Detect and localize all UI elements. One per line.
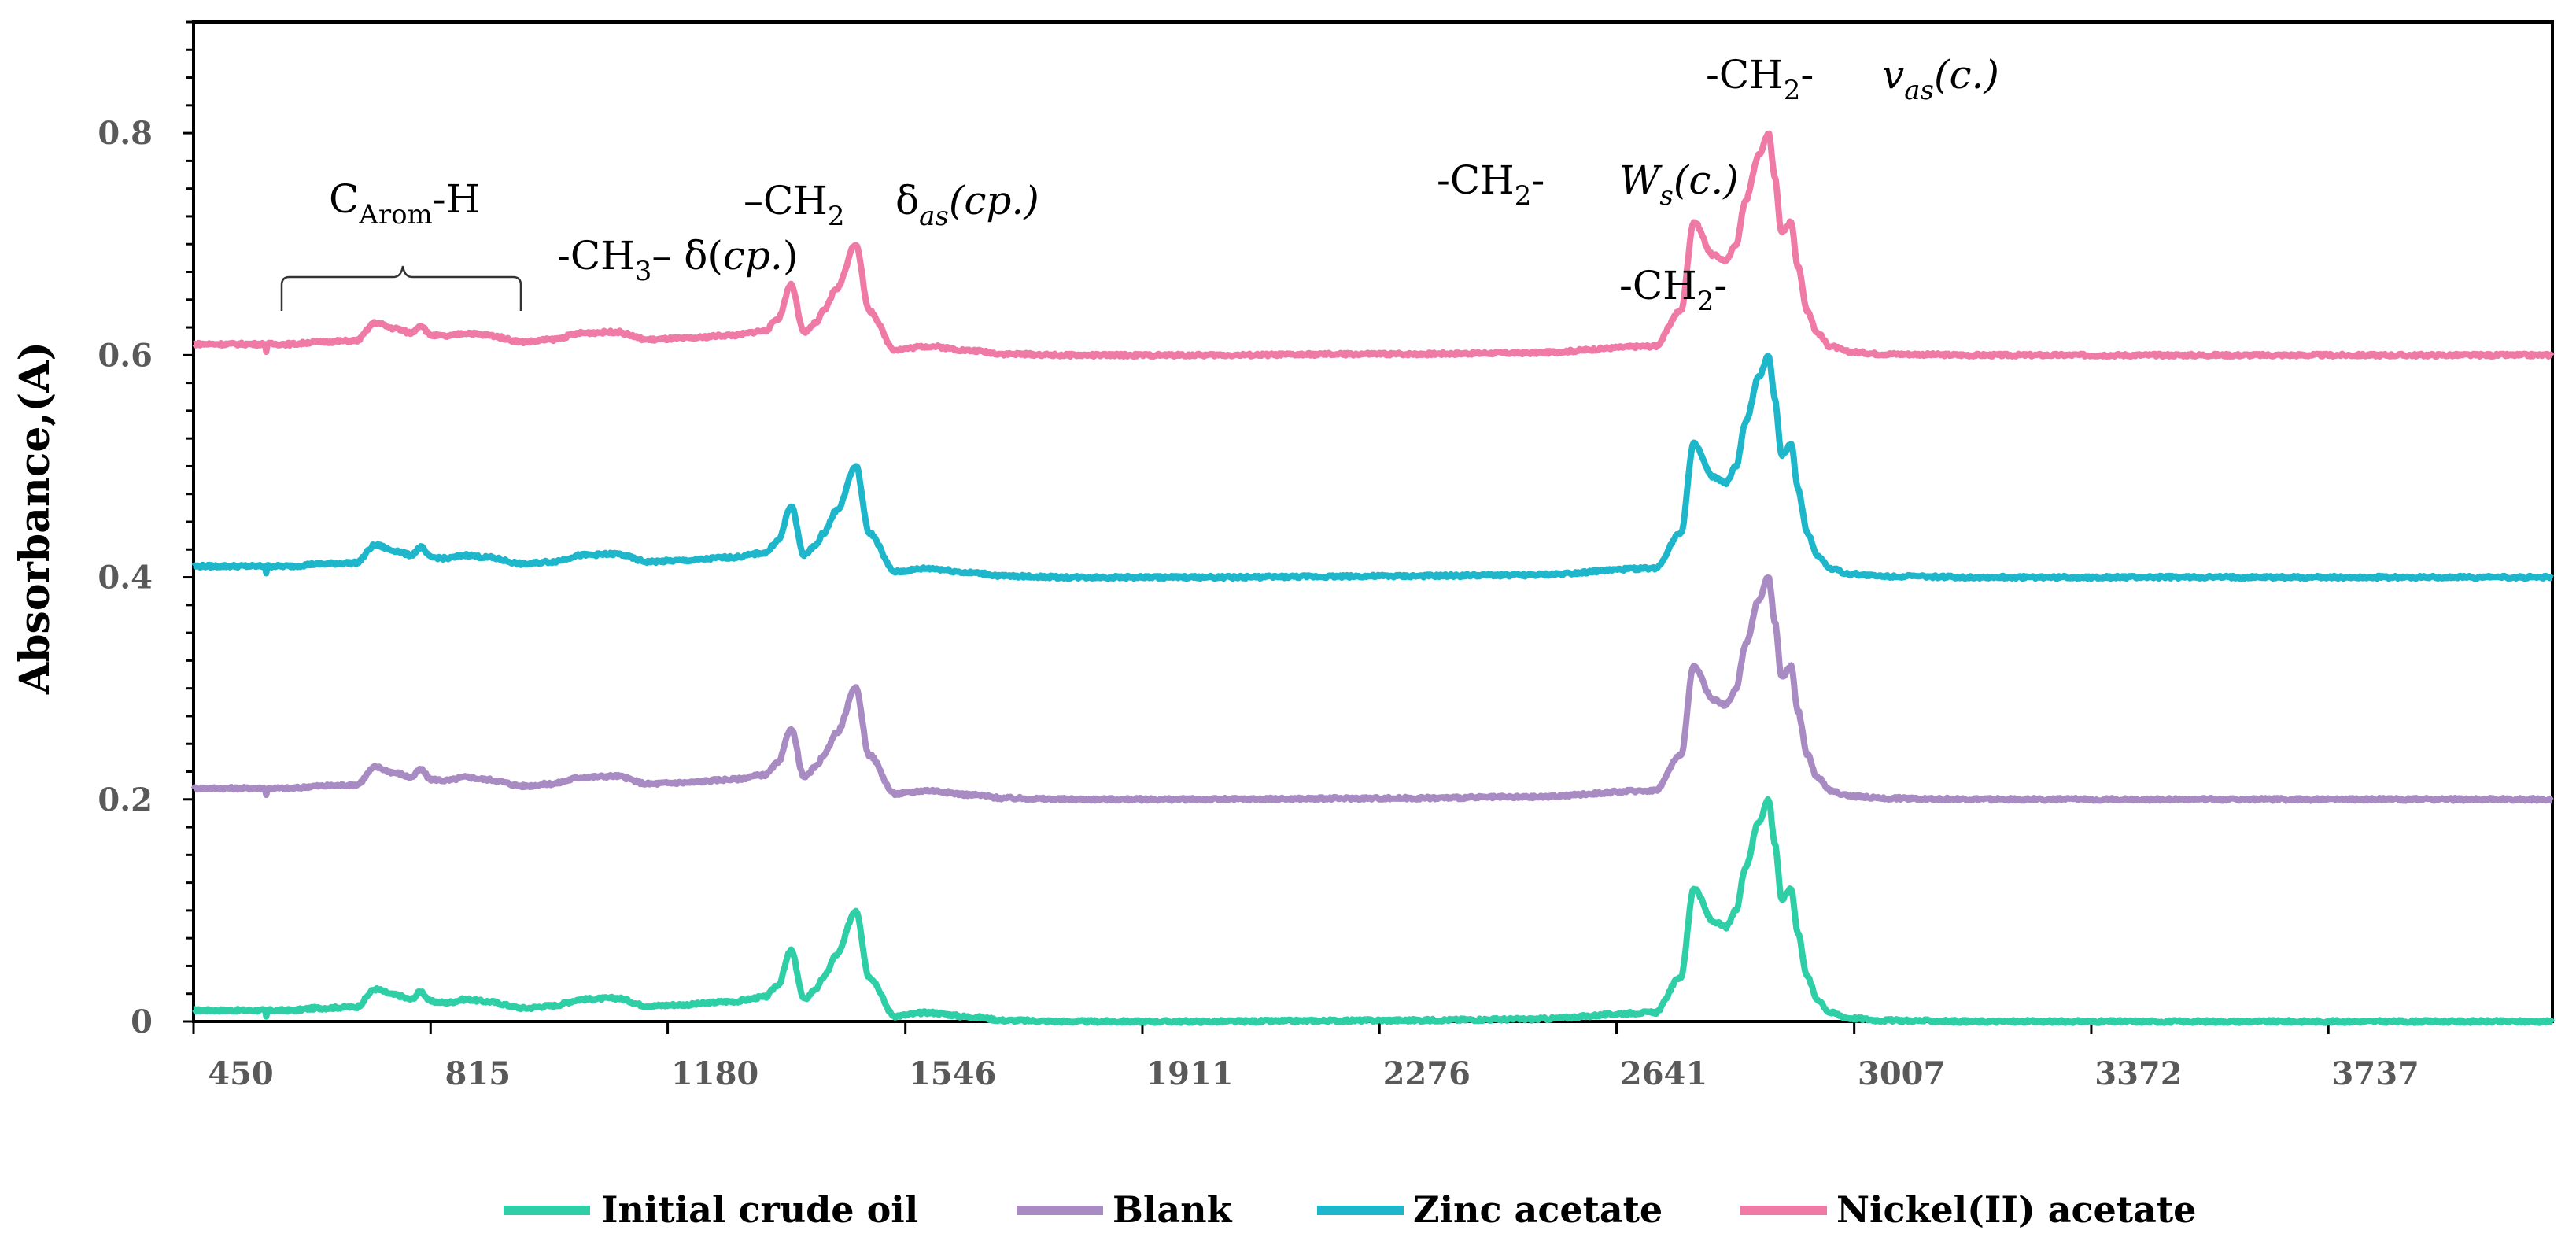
legend-label: Blank: [1113, 1188, 1233, 1231]
legend-item-zinc-acetate: Zinc acetate: [1317, 1188, 1663, 1231]
plot-frame: [192, 20, 2554, 1023]
x-tick-label: 3372: [2094, 1055, 2182, 1092]
annotation-carom-h: CArom-H: [280, 176, 522, 311]
legend-label: Initial crude oil: [601, 1188, 918, 1231]
x-tick-label: 1546: [909, 1055, 996, 1092]
x-tick-label: 1180: [671, 1055, 758, 1092]
svg-text:Ws(c.): Ws(c.): [1619, 157, 1739, 212]
svg-text:–CH2: –CH2: [744, 178, 845, 232]
series-line-nickel-ii-acetate: [191, 130, 2555, 360]
legend: Initial crude oil Blank Zinc acetate Nic…: [504, 1188, 2196, 1231]
x-tick-label: 450: [208, 1055, 274, 1092]
series-lines: [190, 130, 2556, 1026]
x-tick-label: 3737: [2332, 1055, 2419, 1092]
x-tick-label: 3007: [1858, 1055, 1945, 1092]
y-tick-label: 0: [131, 1003, 153, 1040]
x-tick-label: 2641: [1620, 1055, 1707, 1092]
x-ticks: 450 815 1180 1546 1911 2276 2641 3007 3372 3737: [192, 1021, 2419, 1092]
y-tick-label: 0.4: [98, 560, 153, 597]
y-axis-title: Absorbance,(A): [11, 342, 59, 695]
annotations: CArom-H -CH3– δ(cp.) –CH2 δas(cp.) -CH2-: [280, 52, 1999, 317]
annotation-ch2-bending: –CH2 δas(cp.): [744, 178, 1039, 232]
y-tick-label: 0.2: [98, 781, 153, 818]
y-tick-label: 0.6: [98, 337, 153, 374]
x-tick-label: 1911: [1146, 1055, 1233, 1092]
svg-text:δas(cp.): δas(cp.): [895, 178, 1039, 232]
aromatic-region-brace: [280, 265, 522, 311]
svg-text:-CH2-: -CH2-: [1706, 52, 1814, 106]
legend-item-blank: Blank: [1017, 1188, 1233, 1231]
svg-text:-CH3– δ(cp.): -CH3– δ(cp.): [557, 233, 798, 287]
svg-text:CArom-H: CArom-H: [329, 176, 480, 231]
svg-text:vas(c.): vas(c.): [1882, 52, 1999, 106]
svg-text:-CH2-: -CH2-: [1437, 157, 1544, 212]
series-line-blank: [190, 574, 2555, 804]
series-line-initial-crude-oil: [191, 796, 2556, 1026]
x-tick-label: 815: [445, 1055, 511, 1092]
annotation-ch3: -CH3– δ(cp.): [557, 233, 798, 287]
x-tick-label: 2276: [1383, 1055, 1471, 1092]
legend-label: Zinc acetate: [1413, 1188, 1663, 1231]
y-tick-label: 0.8: [98, 115, 153, 152]
y-ticks: 0 0.2 0.4 0.6 0.8: [98, 20, 194, 1040]
series-line-zinc-acetate: [191, 353, 2555, 582]
legend-label: Nickel(II) acetate: [1836, 1188, 2196, 1231]
annotation-ch2-wagging: -CH2- Ws(c.): [1437, 157, 1739, 212]
svg-text:-CH2-: -CH2-: [1619, 263, 1727, 317]
annotation-ch2-asymmetric: -CH2- vas(c.): [1706, 52, 1999, 106]
legend-item-initial-crude-oil: Initial crude oil: [504, 1188, 918, 1231]
legend-item-nickel-acetate: Nickel(II) acetate: [1740, 1188, 2196, 1231]
annotation-ch2-symmetric: -CH2-: [1619, 263, 1727, 317]
